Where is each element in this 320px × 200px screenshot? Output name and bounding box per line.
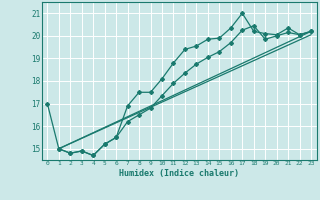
X-axis label: Humidex (Indice chaleur): Humidex (Indice chaleur) [119, 169, 239, 178]
